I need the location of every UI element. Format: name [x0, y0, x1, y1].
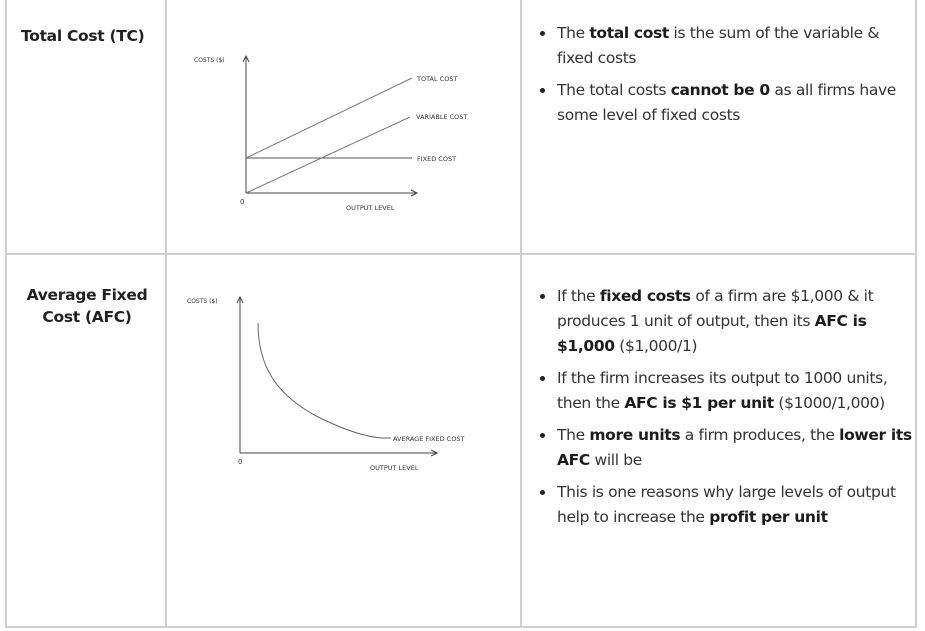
- origin-label: 0: [240, 198, 244, 206]
- variable-cost-line: [245, 116, 411, 194]
- average-fixed-cost-notes: If the fixed costs of a firm are $1,000 …: [537, 284, 912, 537]
- note-item: The total costs cannot be 0 as all firms…: [537, 78, 912, 128]
- term-total-cost: Total Cost (TC): [21, 27, 145, 45]
- legend-fixed-cost: FIXED COST: [417, 155, 456, 163]
- term-average-fixed-cost: Average Fixed Cost (AFC): [26, 286, 148, 326]
- legend-total-cost: TOTAL COST: [416, 75, 457, 83]
- average-fixed-cost-chart: COSTS ($) 0 OUTPUT LEVEL AVERAGE FIXED C…: [170, 280, 515, 484]
- column-divider-1: [165, 0, 167, 628]
- note-item: The total cost is the sum of the variabl…: [537, 21, 912, 71]
- legend-average-fixed-cost: AVERAGE FIXED COST: [393, 435, 464, 443]
- legend-variable-cost: VARIABLE COST: [416, 113, 467, 121]
- x-axis-label: OUTPUT LEVEL: [370, 464, 419, 472]
- note-item: If the firm increases its output to 1000…: [537, 366, 912, 416]
- note-item: If the fixed costs of a firm are $1,000 …: [537, 284, 912, 359]
- x-axis-arrow-icon: [410, 189, 419, 197]
- note-item: This is one reasons why large levels of …: [537, 480, 912, 530]
- total-cost-notes: The total cost is the sum of the variabl…: [537, 21, 912, 135]
- origin-label: 0: [238, 458, 242, 466]
- x-axis-label: OUTPUT LEVEL: [346, 204, 395, 212]
- y-axis-label: COSTS ($): [187, 298, 218, 305]
- y-axis-arrow-icon: [242, 54, 250, 63]
- x-axis-arrow-icon: [430, 449, 439, 457]
- total-cost-line: [245, 77, 413, 159]
- table-frame: [5, 0, 917, 628]
- total-cost-chart: COSTS ($) 0 OUTPUT LEVEL TOTAL COST VARI…: [170, 30, 515, 224]
- y-axis-arrow-icon: [236, 295, 244, 304]
- note-item: The more units a firm produces, the lowe…: [537, 423, 912, 473]
- row-divider: [5, 253, 917, 255]
- y-axis-label: COSTS ($): [194, 57, 225, 64]
- average-fixed-cost-curve: [257, 322, 383, 439]
- column-divider-2: [520, 0, 522, 628]
